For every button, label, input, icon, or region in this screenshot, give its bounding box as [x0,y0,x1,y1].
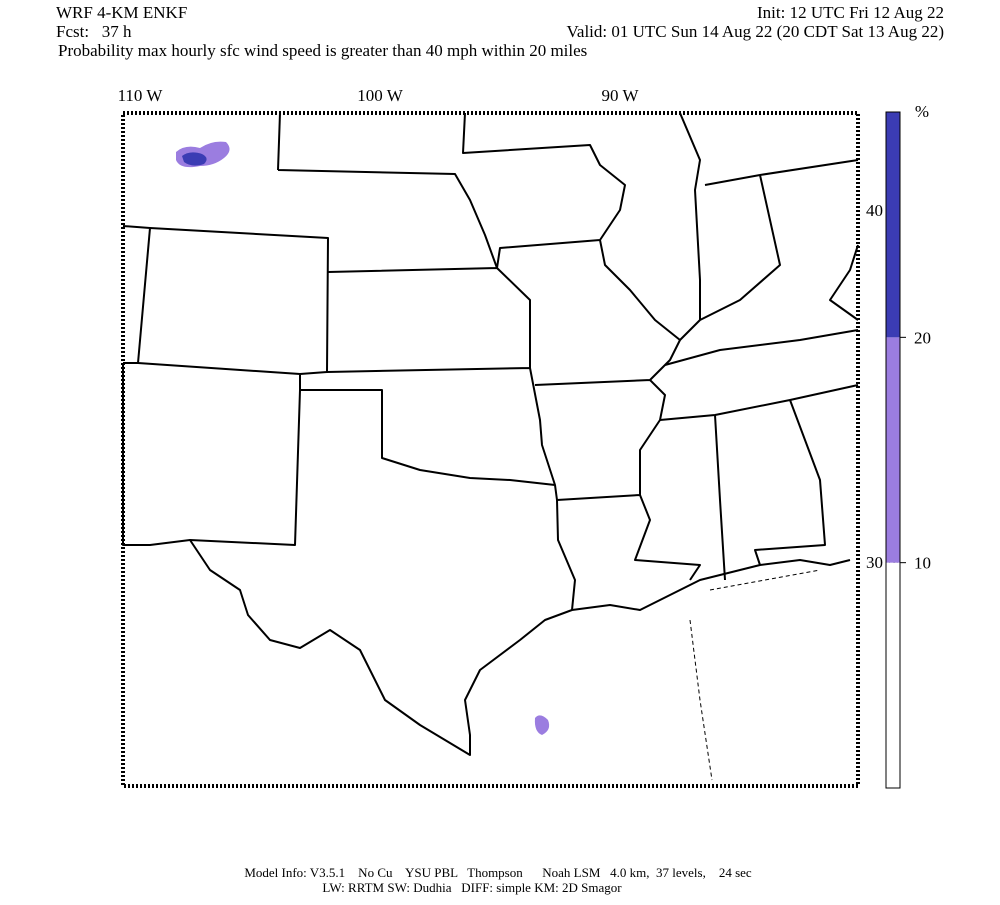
footer-line: LW: RRTM SW: Dudhia DIFF: simple KM: 2D … [322,880,622,895]
colorbar-segment [886,112,900,338]
colorbar-frame [885,111,901,789]
colorbar-segment [886,562,900,788]
colorbar-segment [886,337,900,563]
colorbar-tick-label: 10 [914,554,931,573]
colorbar-unit: % [915,102,929,121]
colorbar [885,111,901,789]
plot-title: Probability max hourly sfc wind speed is… [58,41,587,60]
longitude-label: 110 W [118,86,164,105]
colorbar-tick-label: 20 [914,328,931,347]
init-time: Init: 12 UTC Fri 12 Aug 22 [757,3,944,22]
map [121,111,860,788]
forecast-hour: Fcst: 37 h [56,22,132,41]
longitude-label: 100 W [357,86,403,105]
longitude-label: 90 W [602,86,640,105]
footer-line: Model Info: V3.5.1 No Cu YSU PBL Thompso… [244,865,752,880]
model-name: WRF 4-KM ENKF [56,3,187,22]
valid-time: Valid: 01 UTC Sun 14 Aug 22 (20 CDT Sat … [567,22,944,41]
